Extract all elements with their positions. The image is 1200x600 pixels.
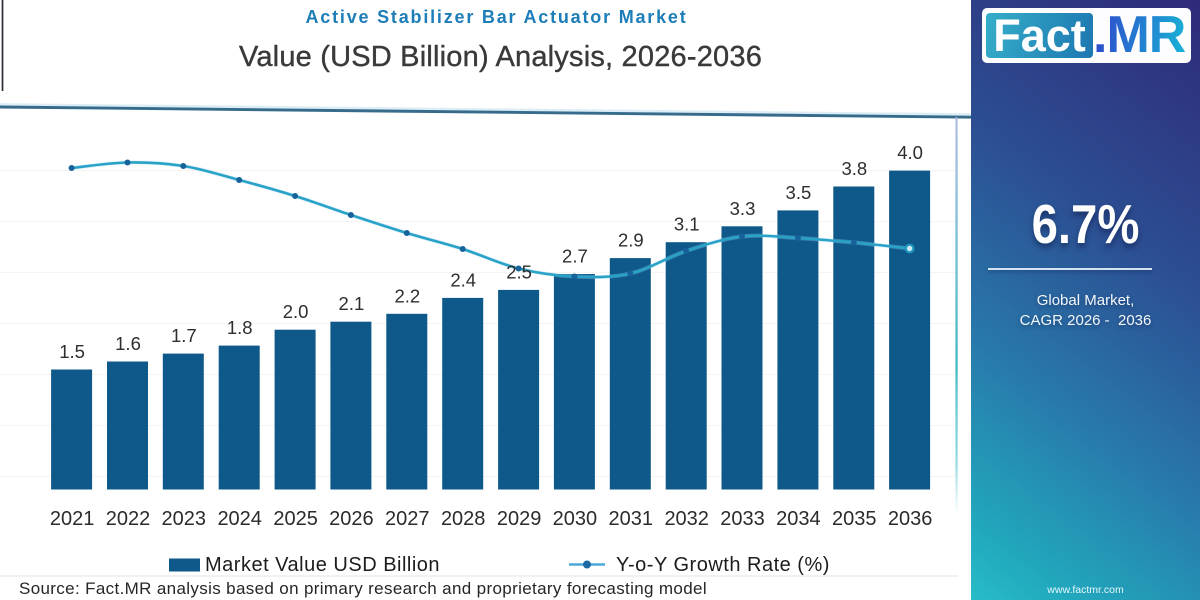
svg-text:3.8: 3.8 [841,158,867,179]
svg-text:1.8: 1.8 [227,317,253,338]
svg-text:2036: 2036 [888,508,933,530]
svg-text:2022: 2022 [106,508,151,530]
svg-text:2.4: 2.4 [450,269,476,290]
svg-text:2030: 2030 [553,508,598,530]
svg-text:3.1: 3.1 [674,214,700,235]
svg-text:2033: 2033 [720,508,765,530]
svg-text:1.5: 1.5 [59,341,85,362]
svg-text:1.7: 1.7 [171,325,197,346]
svg-text:2026: 2026 [329,508,374,530]
svg-text:Y-o-Y Growth Rate (%): Y-o-Y Growth Rate (%) [616,554,830,576]
svg-text:2025: 2025 [273,508,318,530]
svg-text:2021: 2021 [50,508,95,530]
svg-text:Market Value USD Billion: Market Value USD Billion [205,554,440,576]
svg-text:2031: 2031 [609,508,654,530]
svg-text:1.6: 1.6 [115,333,141,354]
svg-text:2.0: 2.0 [283,301,309,322]
svg-text:3.5: 3.5 [786,182,812,203]
svg-text:2032: 2032 [664,508,709,530]
svg-text:2023: 2023 [162,508,207,530]
svg-text:2029: 2029 [497,508,542,530]
svg-text:2027: 2027 [385,508,430,530]
svg-text:2028: 2028 [441,508,486,530]
svg-text:2.9: 2.9 [618,230,644,251]
svg-text:4.0: 4.0 [897,142,923,163]
svg-text:3.3: 3.3 [730,198,756,219]
svg-text:2.2: 2.2 [394,285,420,306]
svg-text:2024: 2024 [217,508,262,530]
svg-text:2.7: 2.7 [562,246,588,267]
svg-text:2035: 2035 [832,508,877,530]
svg-text:2034: 2034 [776,508,821,530]
svg-text:2.5: 2.5 [506,261,532,282]
svg-text:2.1: 2.1 [339,293,365,314]
